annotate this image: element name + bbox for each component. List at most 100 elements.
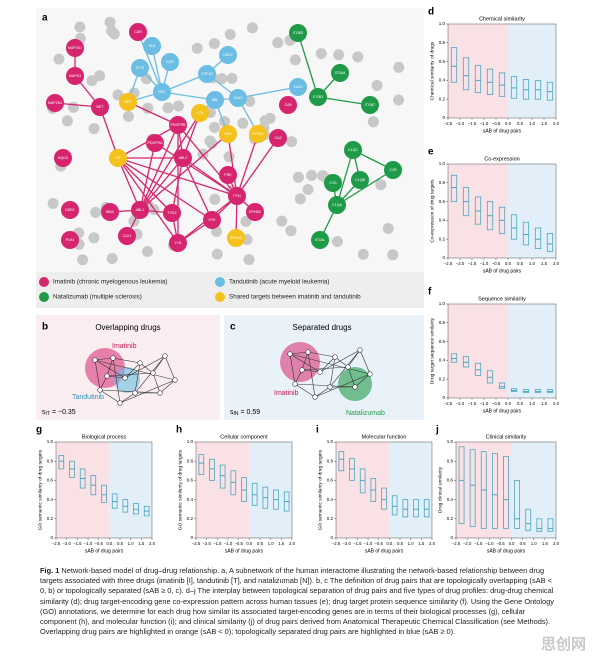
x-tick-label: 1.5: [542, 541, 549, 546]
x-tick-label: −1.0: [84, 541, 93, 546]
background-node: [88, 123, 100, 135]
target-node: [219, 125, 237, 143]
target-node: [351, 171, 369, 189]
mini-edge: [289, 353, 371, 375]
mini-edge: [99, 375, 108, 391]
box: [536, 518, 543, 532]
x-tick-label: −0.5: [234, 541, 243, 546]
mini-edge: [119, 379, 176, 404]
background-node: [285, 225, 297, 237]
x-tick-label: 0.5: [397, 541, 404, 546]
mini-edge: [134, 362, 141, 394]
x-tick-label: 1.0: [529, 401, 536, 406]
mini-edge: [359, 349, 371, 375]
node-label: ABL2: [179, 156, 188, 160]
box: [474, 64, 482, 94]
background-node: [226, 72, 238, 84]
s-value: = −0.35: [52, 409, 76, 416]
box: [338, 451, 345, 472]
background-node: [371, 80, 383, 91]
mini-node: [162, 353, 168, 359]
mini-edge: [119, 392, 136, 404]
node-label: FYN: [233, 194, 241, 198]
node-label: FLT3: [136, 66, 144, 70]
separated-region: [508, 304, 556, 398]
y-tick-label: 0.2: [439, 376, 446, 381]
legend-label: Imatinib (chronic myelogenous leukemia): [53, 279, 167, 286]
x-tick-label: −0.5: [374, 541, 383, 546]
node-label: ABL: [212, 98, 219, 102]
edge: [236, 133, 259, 197]
x-tick-label: 1.0: [408, 541, 415, 546]
box: [462, 57, 470, 91]
target-node: [101, 203, 119, 221]
legend-label: Natalizumab (multiple sclerosis): [53, 294, 142, 301]
background-node: [367, 116, 379, 128]
node-label: ITGB7: [365, 103, 375, 107]
box: [525, 508, 532, 531]
y-axis-label: Co-expression of drug targets: [429, 179, 435, 243]
x-tick-label: −1.0: [364, 541, 373, 546]
y-tick-label: 1.0: [439, 21, 446, 26]
x-axis-label: sAB of drug pairs: [483, 268, 522, 274]
y-axis-label: Chemical similarity of drugs: [429, 41, 435, 100]
background-node: [209, 193, 221, 205]
background-node: [172, 100, 184, 112]
box: [510, 214, 518, 240]
box: [219, 464, 226, 489]
x-tick-label: 0.0: [505, 261, 512, 266]
background-node: [286, 136, 298, 148]
panel-title: Clinical similarity: [486, 434, 527, 440]
y-tick-label: 0.4: [327, 497, 334, 502]
s-symbol: s: [42, 409, 46, 416]
x-tick-label: −2.0: [342, 541, 351, 546]
edge: [127, 101, 179, 126]
mini-edge: [112, 357, 121, 404]
target-node: [249, 125, 267, 143]
edge: [236, 137, 279, 197]
x-tick-label: 1.5: [278, 541, 285, 546]
y-tick-label: 0.8: [327, 458, 334, 463]
node-label: SYK: [208, 218, 216, 222]
target-node: [384, 161, 402, 179]
x-tick-label: 2.0: [429, 541, 436, 546]
node-label: ABL1: [136, 208, 145, 212]
mini-edge: [314, 386, 331, 398]
y-tick-label: 1.0: [439, 301, 446, 306]
legend-label: Shared targets between imatinib and tand…: [229, 294, 361, 301]
mini-edge: [334, 356, 349, 368]
y-tick-label: 0.2: [327, 516, 334, 521]
legend-bg: [36, 272, 424, 308]
node-label: LYN: [175, 241, 182, 245]
legend-swatch: [39, 277, 49, 287]
x-tick-label: 0.0: [509, 541, 516, 546]
y-tick-label: 0.6: [327, 478, 334, 483]
background-node: [106, 253, 118, 264]
target-node: [61, 231, 79, 249]
x-tick-label: 2.0: [149, 541, 156, 546]
target-node: [54, 149, 72, 167]
x-tick-label: −1.5: [468, 401, 477, 406]
panel-letter: a: [42, 13, 48, 24]
mini-edge: [294, 383, 316, 398]
box: [423, 499, 430, 518]
target-node: [191, 104, 209, 122]
caption-text: Network-based model of drug–drug relatio…: [40, 566, 554, 637]
background-node: [240, 215, 252, 227]
target-node: [344, 141, 362, 159]
x-tick-label: −2.5: [452, 541, 461, 546]
node-label: C1QB: [355, 178, 365, 182]
mini-node: [137, 360, 143, 366]
x-tick-label: −2.5: [192, 541, 201, 546]
target-node: [328, 196, 346, 214]
mini-node: [352, 384, 358, 390]
background-node: [223, 151, 235, 163]
node-label: KIT: [115, 156, 121, 160]
box: [534, 227, 542, 249]
node-label: CSF1R: [201, 72, 213, 76]
x-tick-label: −2.5: [444, 401, 453, 406]
x-tick-label: 0.0: [246, 541, 253, 546]
x-tick-label: −1.0: [480, 261, 489, 266]
y-tick-label: 0.8: [47, 458, 54, 463]
